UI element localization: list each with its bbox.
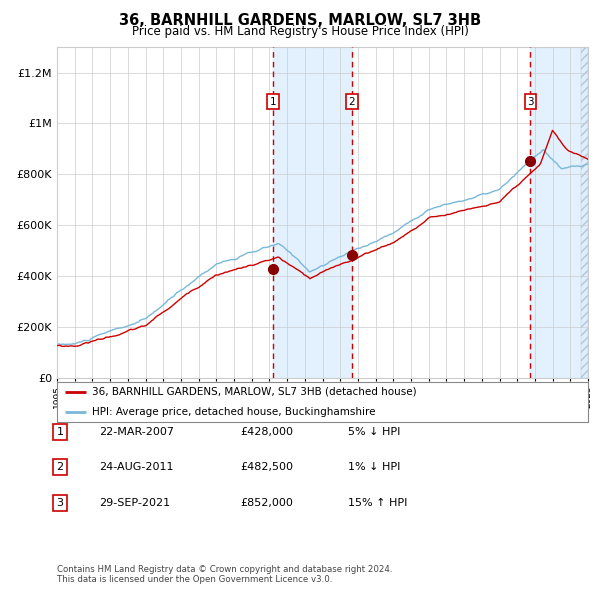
Text: 22-MAR-2007: 22-MAR-2007 (99, 427, 174, 437)
Text: 2: 2 (349, 97, 355, 107)
Bar (530, 47, 588, 378)
Text: 1: 1 (270, 97, 277, 107)
Text: 2: 2 (56, 463, 64, 472)
Text: 36, BARNHILL GARDENS, MARLOW, SL7 3HB: 36, BARNHILL GARDENS, MARLOW, SL7 3HB (119, 13, 481, 28)
Bar (581, 47, 588, 378)
Text: 29-SEP-2021: 29-SEP-2021 (99, 498, 170, 507)
Text: 36, BARNHILL GARDENS, MARLOW, SL7 3HB (detached house): 36, BARNHILL GARDENS, MARLOW, SL7 3HB (d… (92, 387, 416, 396)
Text: Price paid vs. HM Land Registry's House Price Index (HPI): Price paid vs. HM Land Registry's House … (131, 25, 469, 38)
Text: HPI: Average price, detached house, Buckinghamshire: HPI: Average price, detached house, Buck… (92, 407, 375, 417)
Text: 5% ↓ HPI: 5% ↓ HPI (348, 427, 400, 437)
Text: 24-AUG-2011: 24-AUG-2011 (99, 463, 173, 472)
Text: 3: 3 (527, 97, 534, 107)
Text: £482,500: £482,500 (240, 463, 293, 472)
Text: 1% ↓ HPI: 1% ↓ HPI (348, 463, 400, 472)
Text: 3: 3 (56, 498, 64, 507)
Text: £428,000: £428,000 (240, 427, 293, 437)
Bar (273, 47, 352, 378)
Text: Contains HM Land Registry data © Crown copyright and database right 2024.
This d: Contains HM Land Registry data © Crown c… (57, 565, 392, 584)
Text: 1: 1 (56, 427, 64, 437)
Text: 15% ↑ HPI: 15% ↑ HPI (348, 498, 407, 507)
Text: £852,000: £852,000 (240, 498, 293, 507)
